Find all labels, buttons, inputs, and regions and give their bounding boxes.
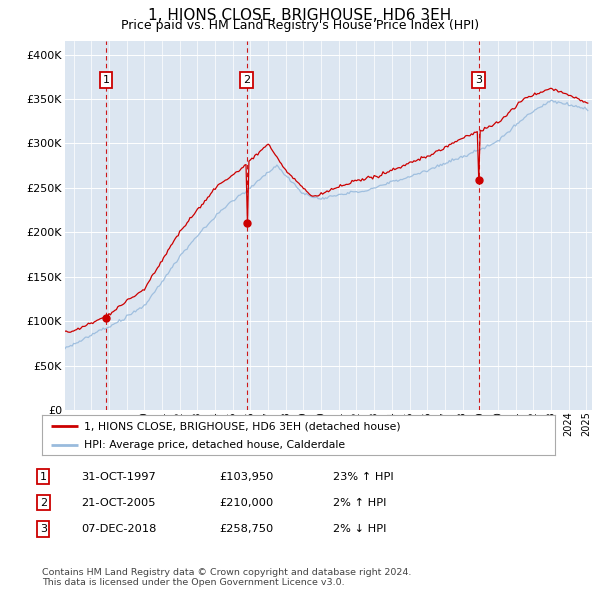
Text: £210,000: £210,000 (219, 498, 273, 507)
Text: 1: 1 (103, 75, 110, 85)
Text: Price paid vs. HM Land Registry's House Price Index (HPI): Price paid vs. HM Land Registry's House … (121, 19, 479, 32)
Text: 07-DEC-2018: 07-DEC-2018 (81, 525, 157, 534)
Text: 1, HIONS CLOSE, BRIGHOUSE, HD6 3EH: 1, HIONS CLOSE, BRIGHOUSE, HD6 3EH (148, 8, 452, 22)
Text: 3: 3 (40, 525, 47, 534)
Text: 23% ↑ HPI: 23% ↑ HPI (333, 472, 394, 481)
Text: Contains HM Land Registry data © Crown copyright and database right 2024.
This d: Contains HM Land Registry data © Crown c… (42, 568, 412, 587)
Text: 2% ↓ HPI: 2% ↓ HPI (333, 525, 386, 534)
Text: 1: 1 (40, 472, 47, 481)
Text: 3: 3 (475, 75, 482, 85)
Text: £258,750: £258,750 (219, 525, 273, 534)
Text: HPI: Average price, detached house, Calderdale: HPI: Average price, detached house, Cald… (84, 441, 345, 450)
Text: 2: 2 (243, 75, 250, 85)
Text: 21-OCT-2005: 21-OCT-2005 (81, 498, 155, 507)
Text: 1, HIONS CLOSE, BRIGHOUSE, HD6 3EH (detached house): 1, HIONS CLOSE, BRIGHOUSE, HD6 3EH (deta… (84, 421, 401, 431)
Text: 31-OCT-1997: 31-OCT-1997 (81, 472, 156, 481)
Text: 2: 2 (40, 498, 47, 507)
Text: £103,950: £103,950 (219, 472, 274, 481)
Text: 2% ↑ HPI: 2% ↑ HPI (333, 498, 386, 507)
